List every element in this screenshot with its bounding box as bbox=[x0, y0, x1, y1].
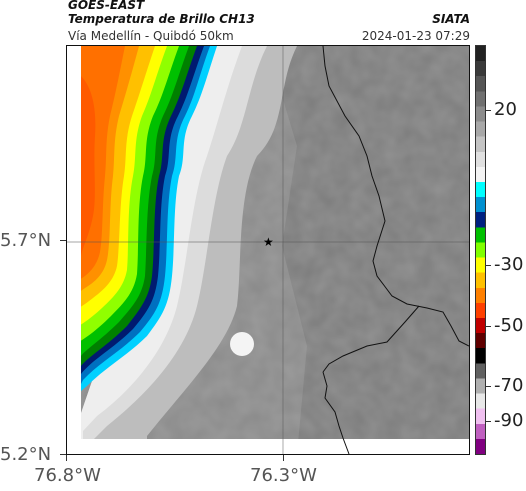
region-subtitle: Vía Medellín - Quibdó 50km bbox=[68, 29, 234, 43]
no-data-strip-bottom bbox=[67, 439, 469, 454]
satellite-title: GOES-EAST bbox=[68, 0, 145, 12]
colorbar-label: -70 bbox=[494, 375, 524, 396]
star-icon: ★ bbox=[263, 235, 274, 249]
organization-label: SIATA bbox=[432, 12, 470, 26]
map-canvas: ★ bbox=[67, 46, 469, 454]
colorbar-label: 20 bbox=[494, 99, 517, 120]
colorbar-label: -50 bbox=[494, 315, 524, 336]
lon-label: 76.3°W bbox=[250, 465, 317, 486]
product-title: Temperatura de Brillo CH13 bbox=[68, 12, 255, 26]
lat-label: 5.2°N bbox=[0, 444, 52, 465]
colorbar-tick bbox=[486, 326, 491, 327]
colorbar-tick bbox=[486, 421, 491, 422]
border-segment bbox=[322, 305, 420, 373]
brightness-temperature-map: ★ bbox=[66, 45, 470, 455]
department-border bbox=[322, 46, 469, 347]
colorbar-label: -30 bbox=[494, 254, 524, 275]
lon-tick bbox=[66, 455, 67, 461]
contour-red-orange bbox=[81, 76, 96, 256]
timestamp-label: 2024-01-23 07:29 bbox=[361, 29, 470, 43]
lat-tick bbox=[60, 454, 66, 455]
colorbar-tick bbox=[486, 386, 491, 387]
colorbar-tick bbox=[486, 110, 491, 111]
colorbar-tick bbox=[486, 265, 491, 266]
lon-tick bbox=[283, 455, 284, 461]
lon-label: 76.8°W bbox=[34, 465, 101, 486]
colorbar-label: -90 bbox=[494, 410, 524, 431]
lat-tick bbox=[60, 240, 66, 241]
cloud-blob bbox=[230, 332, 254, 356]
border-segment-south bbox=[322, 371, 350, 454]
colorbar bbox=[475, 45, 486, 455]
no-data-strip-left bbox=[67, 46, 81, 454]
lat-label: 5.7°N bbox=[0, 230, 52, 251]
